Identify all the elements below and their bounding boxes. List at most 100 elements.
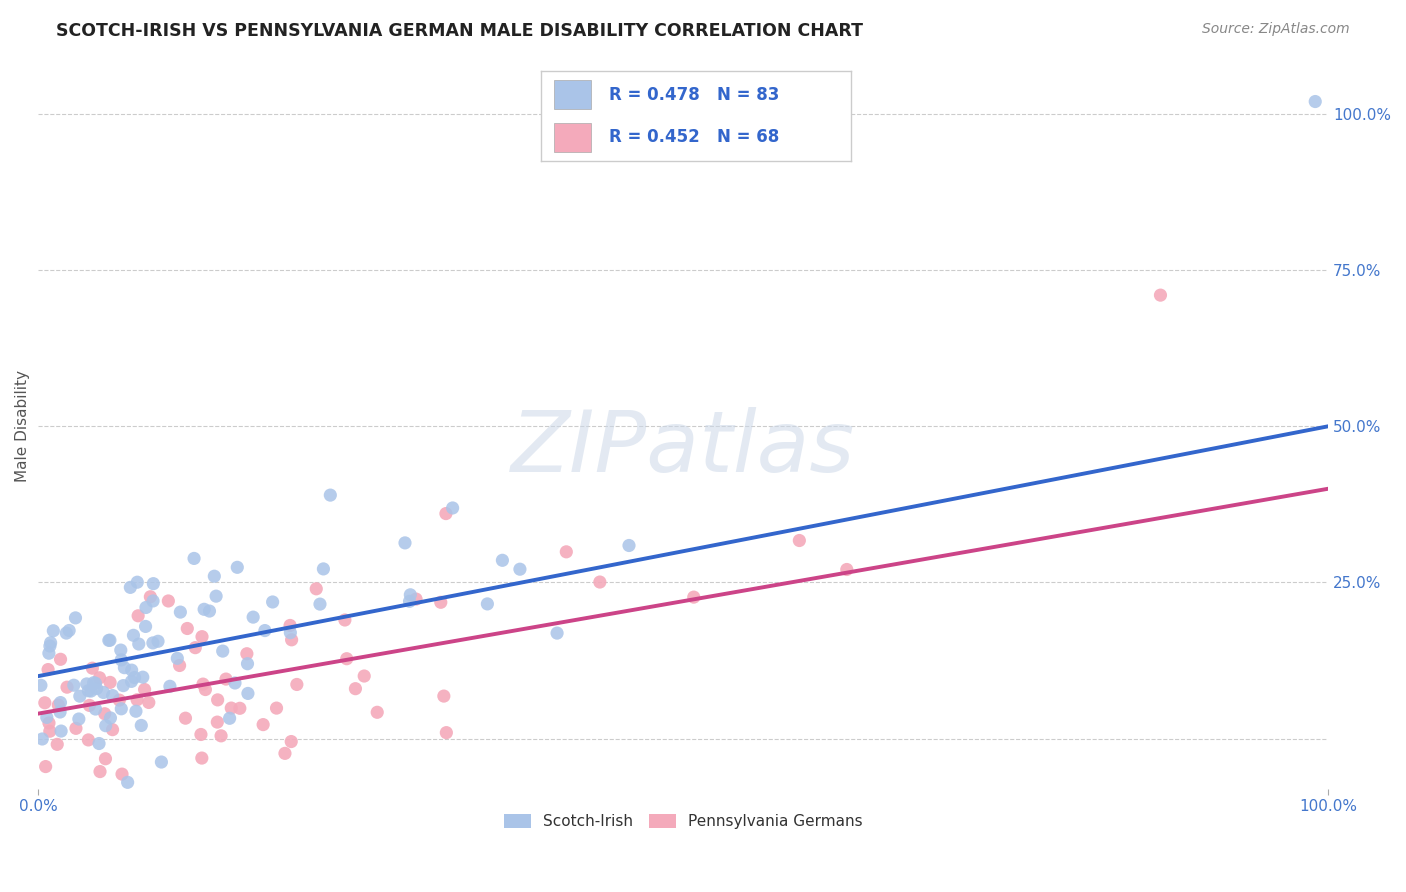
Point — [319, 488, 342, 502]
Point — [82, 661, 104, 675]
Point — [69, 689, 91, 703]
Point — [309, 597, 332, 611]
Point — [312, 562, 335, 576]
Point — [127, 575, 149, 590]
Text: Source: ZipAtlas.com: Source: ZipAtlas.com — [1202, 22, 1350, 37]
Point — [142, 636, 165, 650]
Point — [434, 725, 457, 739]
Point — [159, 679, 181, 693]
Point — [93, 685, 115, 699]
Point — [76, 677, 98, 691]
Point — [34, 759, 56, 773]
Point — [202, 569, 225, 583]
Point — [193, 602, 215, 616]
Point — [87, 737, 110, 751]
Point — [89, 764, 111, 779]
Point — [117, 775, 139, 789]
Point — [166, 651, 188, 665]
Point — [184, 640, 207, 655]
Point — [55, 626, 77, 640]
Point — [101, 723, 124, 737]
Point — [682, 590, 704, 604]
Point — [219, 701, 242, 715]
Point — [242, 610, 264, 624]
Point — [46, 737, 69, 751]
Point — [205, 589, 228, 603]
Point — [336, 651, 359, 665]
Point — [110, 643, 132, 657]
Point — [65, 722, 87, 736]
Point — [398, 594, 420, 608]
Point — [77, 683, 100, 698]
Point — [344, 681, 367, 696]
Point — [98, 633, 121, 648]
Point — [280, 734, 302, 748]
Point — [236, 686, 259, 700]
Point — [226, 560, 249, 574]
Point — [80, 684, 103, 698]
Point — [138, 696, 160, 710]
Point — [305, 582, 328, 596]
Point — [97, 633, 120, 648]
Point — [191, 677, 214, 691]
Point — [405, 592, 427, 607]
Point — [218, 711, 240, 725]
Point — [207, 693, 229, 707]
Point — [101, 689, 124, 703]
Point — [430, 595, 453, 609]
Point — [229, 701, 252, 715]
Point — [285, 677, 308, 691]
Point — [1149, 288, 1171, 302]
Point — [274, 747, 297, 761]
Point — [94, 719, 117, 733]
Point — [127, 692, 149, 706]
Point — [589, 575, 612, 590]
Point — [58, 624, 80, 638]
Point — [120, 580, 142, 594]
Point — [38, 716, 60, 731]
Text: ZIPatlas: ZIPatlas — [512, 407, 855, 490]
Point — [176, 622, 198, 636]
Point — [94, 752, 117, 766]
Point — [112, 679, 135, 693]
Point — [353, 669, 375, 683]
Point — [194, 682, 217, 697]
Point — [49, 652, 72, 666]
Point — [84, 676, 107, 690]
Point — [434, 507, 457, 521]
Point — [433, 689, 456, 703]
Point — [38, 724, 60, 739]
Point — [236, 647, 259, 661]
Point — [211, 644, 233, 658]
Point — [142, 594, 165, 608]
Point — [174, 711, 197, 725]
Point — [617, 539, 640, 553]
Point — [139, 590, 162, 604]
Point — [35, 710, 58, 724]
Point — [278, 618, 301, 632]
Point — [207, 715, 229, 730]
Point — [49, 696, 72, 710]
Point — [67, 712, 90, 726]
Point — [34, 696, 56, 710]
Point — [112, 661, 135, 675]
Point — [42, 624, 65, 638]
Point — [146, 634, 169, 648]
Point — [37, 663, 59, 677]
Point — [262, 595, 284, 609]
Point — [135, 619, 157, 633]
Point — [39, 636, 62, 650]
Y-axis label: Male Disability: Male Disability — [15, 370, 30, 483]
Point — [1303, 95, 1326, 109]
Point — [252, 717, 274, 731]
Point — [280, 632, 302, 647]
Point — [77, 733, 100, 747]
Point — [108, 693, 131, 707]
Point — [129, 718, 152, 732]
Point — [83, 675, 105, 690]
Point — [111, 767, 134, 781]
Legend: Scotch-Irish, Pennsylvania Germans: Scotch-Irish, Pennsylvania Germans — [498, 807, 869, 835]
Point — [441, 500, 464, 515]
Point — [835, 562, 858, 576]
Point — [546, 626, 568, 640]
